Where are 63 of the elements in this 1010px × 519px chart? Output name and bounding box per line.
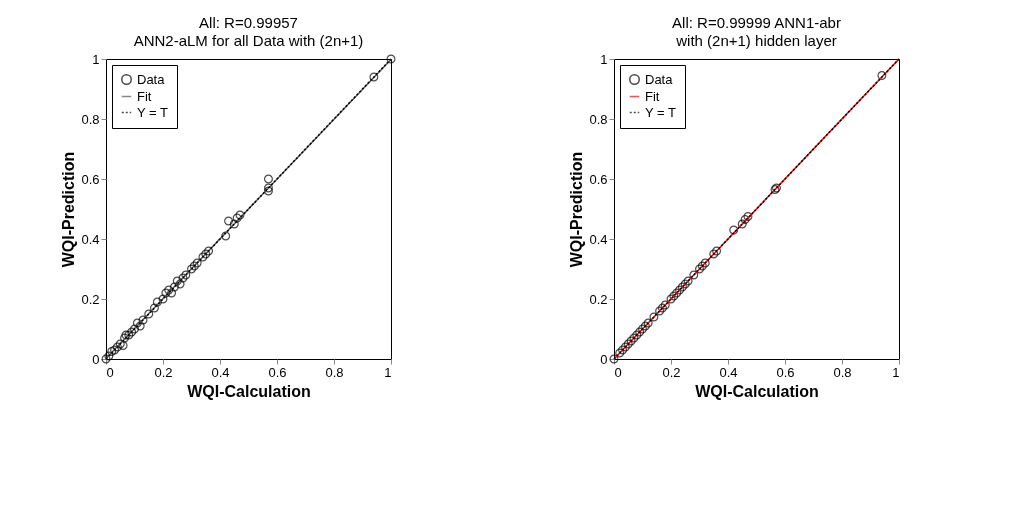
y-tick-label: 0.2 (81, 291, 100, 307)
y-axis-title: WQI-Prediction (568, 151, 586, 268)
x-tick-label: 0.4 (211, 364, 230, 380)
point (169, 282, 179, 292)
legend-label: Y = T (137, 104, 169, 120)
point (877, 71, 887, 80)
y-tick-label: 0.2 (589, 291, 608, 307)
legend-label: Y = T (645, 104, 677, 120)
y-tick-label: 1 (600, 51, 608, 67)
y-tick-label: 0 (92, 351, 100, 367)
y-tick-label: 0.4 (81, 231, 100, 247)
y-tick-label: 0.4 (589, 231, 608, 247)
point (229, 219, 239, 229)
point (107, 347, 117, 356)
x-axis-title: WQI-Calculation (695, 382, 819, 400)
y-tick-label: 0.8 (81, 111, 100, 127)
chart-title: All: R=0.99957 (199, 13, 298, 31)
point (221, 231, 231, 241)
y-tick-label: 0.6 (589, 171, 608, 187)
x-tick-label: 0.6 (776, 364, 795, 380)
x-tick-label: 1 (384, 364, 392, 380)
point (743, 212, 753, 221)
y-tick-label: 0 (600, 351, 608, 367)
legend-label: Fit (137, 88, 152, 104)
point (649, 312, 659, 322)
point (695, 264, 704, 274)
point (149, 303, 159, 313)
y-axis-title: WQI-Prediction (60, 151, 78, 268)
chart-subtitle: with (2n+1) hidden layer (675, 32, 837, 49)
x-tick-label: 0.8 (833, 364, 852, 380)
point (609, 354, 619, 364)
point (187, 264, 196, 274)
point (638, 324, 647, 334)
x-tick-label: 0.2 (154, 364, 173, 380)
point (158, 294, 168, 304)
legend-label: Data (137, 71, 166, 87)
y-tick-label: 1 (92, 51, 100, 67)
x-tick-label: 0.6 (268, 364, 287, 380)
x-axis-title: WQI-Calculation (187, 382, 311, 400)
x-tick-label: 0 (106, 364, 114, 380)
chart-subtitle: ANN2-aLM for all Data with (2n+1) (133, 31, 364, 49)
y-tick-label: 0.6 (81, 171, 100, 187)
legend-label: Data (645, 71, 674, 87)
point (224, 216, 234, 226)
y-tick-label: 0.8 (589, 111, 608, 127)
x-tick-label: 0 (614, 364, 622, 380)
point (740, 215, 750, 224)
x-tick-label: 1 (892, 364, 900, 380)
chart-title: All: R=0.99999 ANN1-abr (672, 14, 841, 31)
point (138, 315, 148, 325)
point (369, 72, 379, 82)
x-tick-label: 0.2 (662, 364, 681, 380)
point (263, 174, 273, 184)
point (729, 225, 739, 235)
point (130, 324, 139, 334)
x-tick-label: 0.8 (325, 364, 344, 380)
point (144, 309, 154, 319)
point (737, 219, 747, 229)
point (386, 54, 396, 64)
point (152, 297, 162, 307)
legend-label: Fit (645, 88, 660, 104)
x-tick-label: 0.4 (719, 364, 738, 380)
point (689, 270, 699, 280)
